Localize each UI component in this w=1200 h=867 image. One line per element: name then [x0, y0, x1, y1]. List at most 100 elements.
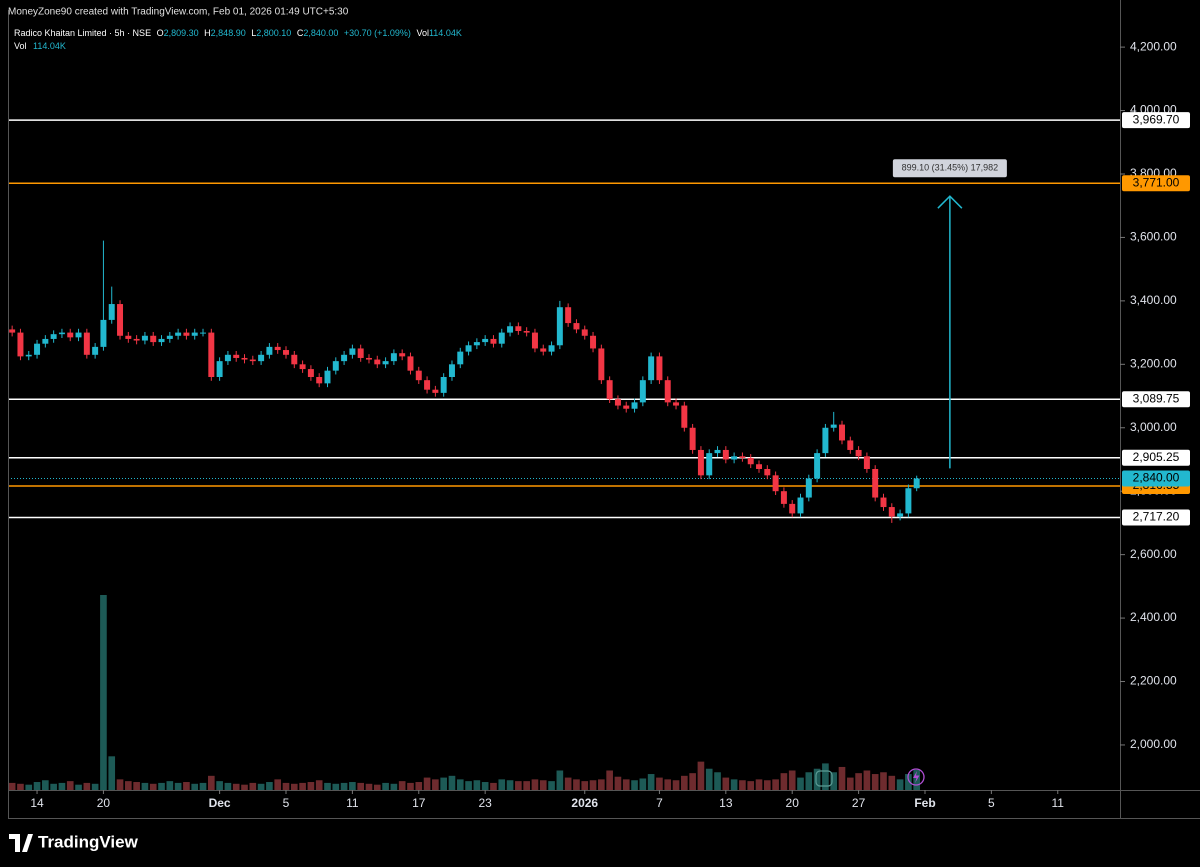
candle-body — [556, 307, 563, 346]
candle-body — [648, 356, 655, 381]
candle-body — [673, 402, 680, 406]
volume-bar — [515, 781, 522, 790]
candle-body — [780, 491, 787, 504]
candle-body — [42, 338, 49, 344]
candle-body — [905, 488, 912, 514]
logo-text[interactable]: TradingView — [38, 832, 139, 851]
candle-body — [357, 348, 364, 358]
event-icon-bolt — [913, 771, 920, 783]
volume-bar — [299, 782, 306, 790]
volume-bar — [199, 782, 207, 790]
legend-key: Vol — [14, 41, 27, 51]
candle-body — [830, 424, 837, 428]
volume-bar — [266, 782, 273, 790]
candle-body — [316, 377, 323, 384]
volume-bar — [763, 780, 771, 790]
legend-value: 114.04K — [429, 28, 462, 38]
candle-body — [407, 356, 414, 371]
volume-bar — [365, 783, 373, 790]
volume-bar — [307, 782, 315, 790]
candle-body — [863, 456, 870, 469]
candle-body — [291, 354, 298, 365]
volume-bar — [846, 777, 854, 790]
candle-body — [606, 380, 613, 400]
volume-bar — [606, 770, 613, 790]
level-label: 2,717.20 — [1133, 510, 1180, 524]
candle-body — [814, 453, 821, 479]
candle-body — [847, 440, 854, 450]
x-tick-label: 17 — [412, 796, 426, 810]
volume-bar — [357, 782, 365, 790]
candle-body — [175, 332, 182, 336]
candle-body — [498, 332, 505, 344]
volume-bar — [573, 779, 580, 790]
candle-body — [150, 335, 157, 343]
level-label-box — [1122, 175, 1190, 192]
candle-body — [722, 449, 729, 460]
volume-bar — [681, 775, 688, 790]
candle-body — [274, 346, 281, 351]
candle-body — [141, 335, 148, 341]
volume-layer — [8, 595, 921, 790]
event-icon[interactable] — [907, 768, 925, 786]
earnings-icon[interactable] — [815, 770, 833, 787]
candle-body — [614, 399, 621, 406]
candle-body — [855, 449, 862, 457]
last-price-box — [1122, 470, 1190, 487]
legend-key: L — [251, 28, 256, 38]
candle-body — [216, 361, 223, 378]
volume-bar — [805, 772, 813, 790]
candle-body — [83, 332, 90, 355]
volume-bar — [830, 772, 838, 790]
y-tick-label: 3,400.00 — [1130, 293, 1177, 307]
x-tick-label: 20 — [786, 796, 800, 810]
legend-key: C — [297, 28, 304, 38]
candle-body — [324, 370, 331, 384]
volume-bar — [598, 779, 605, 790]
y-tick-label: 2,000.00 — [1130, 737, 1177, 751]
candle-body — [548, 345, 555, 352]
volume-bar — [382, 782, 389, 790]
y-tick-label: 2,600.00 — [1130, 547, 1177, 561]
candle-body — [573, 323, 580, 330]
x-tick-label: 11 — [346, 796, 359, 810]
volume-bar — [548, 781, 555, 790]
volume-bar — [149, 783, 157, 790]
volume-bar — [340, 782, 348, 790]
volume-bar — [556, 770, 564, 790]
volume-bar — [141, 782, 149, 790]
candle-body — [200, 332, 207, 334]
volume-bar — [855, 773, 862, 790]
volume-bar — [456, 779, 464, 790]
candle-body — [714, 449, 721, 454]
levels-layer — [8, 119, 1120, 519]
volume-legend: Vol 114.04K — [14, 41, 66, 51]
volume-bar — [174, 782, 182, 790]
volume-bar — [282, 782, 290, 790]
candle-body — [706, 453, 713, 476]
volume-bar — [506, 780, 514, 790]
volume-bar — [481, 782, 489, 790]
volume-bar — [863, 770, 871, 790]
candle-body — [490, 338, 497, 344]
candle-body — [465, 345, 472, 352]
candle-body — [913, 478, 920, 489]
volume-bar — [689, 773, 696, 790]
legend-value: 114.04K — [33, 41, 66, 51]
volume-bar — [166, 781, 174, 790]
volume-bar — [398, 781, 406, 790]
candle-body — [739, 456, 746, 458]
candle-body — [283, 350, 289, 355]
volume-bar — [647, 774, 655, 790]
volume-bar — [838, 766, 846, 790]
axis-layer: 2,000.002,200.002,400.002,600.002,800.00… — [30, 39, 1190, 810]
volume-bar — [788, 770, 796, 790]
candle-body — [731, 456, 738, 460]
candle-body — [415, 370, 422, 381]
candle-body — [100, 319, 107, 347]
volume-bar — [672, 780, 680, 790]
legend-value: 2,800.10 — [256, 28, 291, 38]
candle-body — [258, 354, 265, 362]
x-tick-label: 2026 — [571, 796, 598, 810]
